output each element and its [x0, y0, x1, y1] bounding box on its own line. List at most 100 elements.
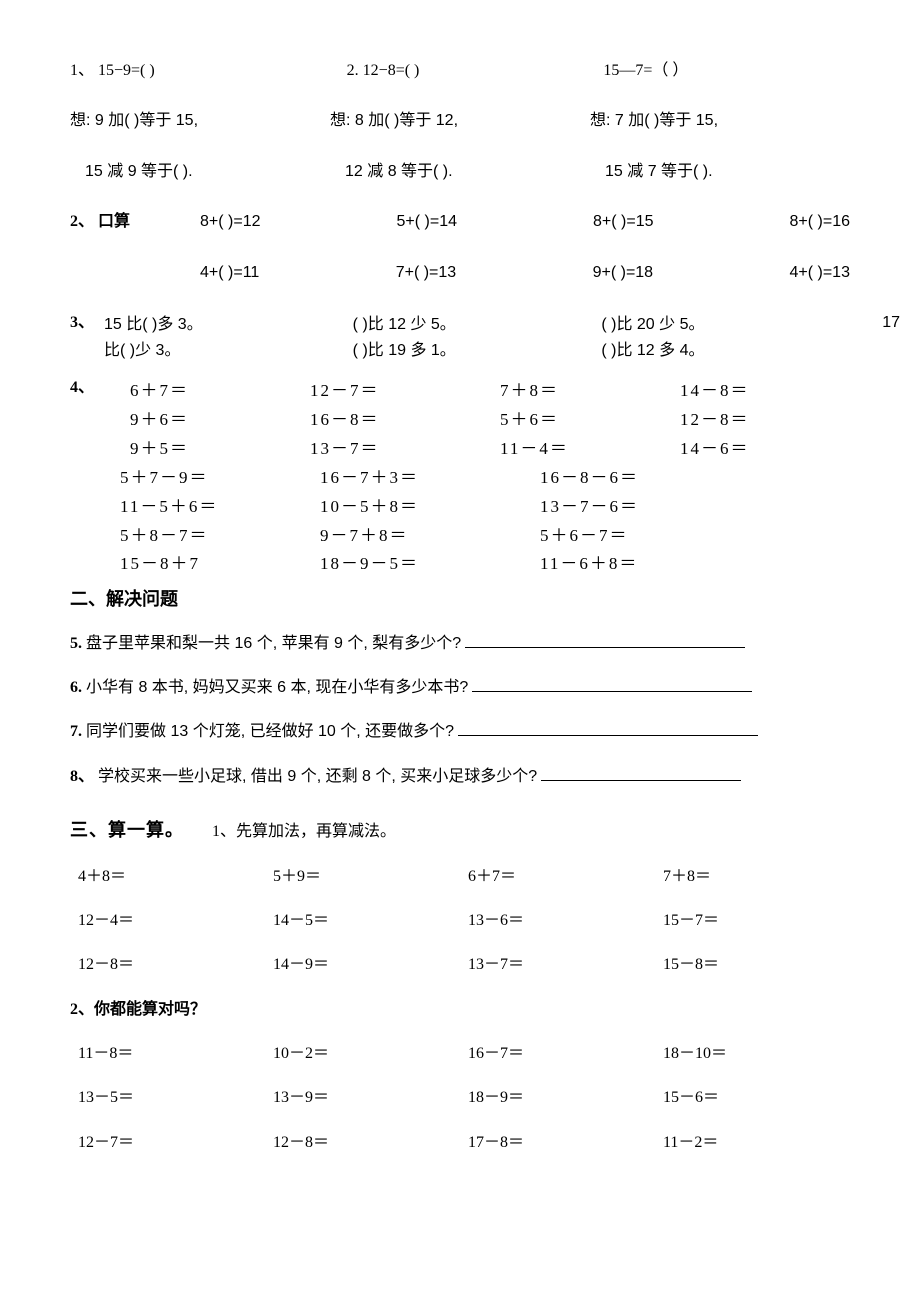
q2-r1c4: 8+( )=16	[790, 211, 850, 233]
q2-r1c2: 5+( )=14	[397, 211, 457, 233]
q3-r1c3: ( )比 20 少 5。	[601, 312, 850, 338]
q4-row: 5＋8－7＝9－7＋8＝5＋6－7＝	[120, 522, 850, 551]
q4-head: 4、	[70, 377, 120, 579]
q4-cell: 14－6＝	[680, 435, 850, 464]
q3-block: 3、 15 比( )多 3。 ( )比 12 少 5。 ( )比 20 少 5。…	[70, 312, 850, 363]
q1-thinks: 想: 9 加( )等于 15, 想: 8 加( )等于 12, 想: 7 加( …	[70, 110, 850, 132]
q2-r2c3: 9+( )=18	[593, 262, 653, 284]
q1b-prompt: 2. 12−8=( )	[317, 60, 594, 82]
q4-cell: 5＋8－7＝	[120, 522, 320, 551]
q4-row: 5＋7－9＝16－7＋3＝16－8－6＝	[120, 464, 850, 493]
q1a-eq: 15 减 9 等于( ).	[70, 161, 330, 183]
q3-hang-17: 17	[882, 312, 900, 334]
q4-cell: 10－5＋8＝	[320, 493, 540, 522]
calc-row: 12－7＝12－8＝17－8＝11－2＝	[70, 1132, 850, 1154]
q4-cell: 16－8－6＝	[540, 464, 850, 493]
q4-row: 9＋6＝16－8＝5＋6＝12－8＝	[120, 406, 850, 435]
q3-r2c2: ( )比 19 多 1。	[353, 338, 602, 364]
q4-row: 9＋5＝13－7＝11－4＝14－6＝	[120, 435, 850, 464]
q4-cell: 16－8＝	[310, 406, 500, 435]
calc-cell: 14－5＝	[265, 910, 460, 932]
q3-r1c1: 15 比( )多 3。	[104, 312, 353, 338]
q1c-prompt: 15―7=（ ）	[593, 60, 850, 82]
q1-eqs: 15 减 9 等于( ). 12 减 8 等于( ). 15 减 7 等于( )…	[70, 161, 850, 183]
section3-sub1: 1、先算加法，再算减法。	[212, 821, 396, 843]
q1a-prompt: 1、 15−9=( )	[70, 60, 317, 82]
q2-row1: 2、 口算 8+( )=12 5+( )=14 8+( )=15 8+( )=1…	[70, 211, 850, 233]
q8: 8、 学校买来一些小足球, 借出 9 个, 还剩 8 个, 买来小足球多少个?	[70, 766, 850, 788]
q4-cell: 13－7－6＝	[540, 493, 850, 522]
q3-r2c3: ( )比 12 多 4。	[601, 338, 850, 364]
q3-r2c1: 比( )少 3。	[104, 338, 353, 364]
q4-row: 15－8＋718－9－5＝11－6＋8＝	[120, 550, 850, 579]
calc-cell: 18－10＝	[655, 1043, 850, 1065]
q4-cell: 12－8＝	[680, 406, 850, 435]
q4-cell: 9＋5＝	[120, 435, 310, 464]
q4-row: 6＋7＝12－7＝7＋8＝14－8＝	[120, 377, 850, 406]
calc-row: 13－5＝13－9＝18－9＝15－6＝	[70, 1087, 850, 1109]
q5: 5. 盘子里苹果和梨一共 16 个, 苹果有 9 个, 梨有多少个?	[70, 633, 850, 655]
q4-block: 4、 6＋7＝12－7＝7＋8＝14－8＝9＋6＝16－8＝5＋6＝12－8＝9…	[70, 377, 850, 579]
q4-row: 11－5＋6＝10－5＋8＝13－7－6＝	[120, 493, 850, 522]
q4-cell: 12－7＝	[310, 377, 500, 406]
calc-cell: 18－9＝	[460, 1087, 655, 1109]
calc-cell: 12－8＝	[70, 954, 265, 976]
q1b-eq: 12 减 8 等于( ).	[330, 161, 590, 183]
calc-cell: 10－2＝	[265, 1043, 460, 1065]
q4-cell: 6＋7＝	[120, 377, 310, 406]
q2-r2c4: 4+( )=13	[789, 262, 849, 284]
calc-cell: 12－7＝	[70, 1132, 265, 1154]
calc-cell: 15－8＝	[655, 954, 850, 976]
calc-cell: 13－9＝	[265, 1087, 460, 1109]
section2-heading: 二、解决问题	[70, 587, 850, 612]
calc-cell: 15－6＝	[655, 1087, 850, 1109]
calc-cell: 17－8＝	[460, 1132, 655, 1154]
q2-head: 2、 口算	[70, 211, 200, 233]
q6-answer-line	[472, 691, 752, 692]
calc-cell: 5＋9＝	[265, 866, 460, 888]
calc-cell: 15－7＝	[655, 910, 850, 932]
q7-answer-line	[458, 735, 758, 736]
q1c-think: 想: 7 加( )等于 15,	[590, 110, 850, 132]
q4-cell: 15－8＋7	[120, 550, 320, 579]
q1c-eq: 15 减 7 等于( ).	[590, 161, 850, 183]
section3-grid2: 11－8＝10－2＝16－7＝18－10＝13－5＝13－9＝18－9＝15－6…	[70, 1043, 850, 1154]
calc-row: 12－8＝14－9＝13－7＝15－8＝	[70, 954, 850, 976]
q2-r2c2: 7+( )=13	[396, 262, 456, 284]
q4-cell: 11－5＋6＝	[120, 493, 320, 522]
section3-sub2: 2、你都能算对吗？	[70, 999, 850, 1021]
q1a-think: 想: 9 加( )等于 15,	[70, 110, 330, 132]
q4-cell: 9－7＋8＝	[320, 522, 540, 551]
q2-row2: 4+( )=11 7+( )=13 9+( )=18 4+( )=13	[70, 262, 850, 284]
q1b-think: 想: 8 加( )等于 12,	[330, 110, 590, 132]
calc-row: 4＋8＝5＋9＝6＋7＝7＋8＝	[70, 866, 850, 888]
q3-r1c2: ( )比 12 少 5。	[353, 312, 602, 338]
q4-cell: 5＋6＝	[500, 406, 680, 435]
calc-cell: 4＋8＝	[70, 866, 265, 888]
q5-answer-line	[465, 647, 745, 648]
q4-cell: 13－7＝	[310, 435, 500, 464]
calc-cell: 12－4＝	[70, 910, 265, 932]
q4-cell: 5＋6－7＝	[540, 522, 850, 551]
q4-cell: 7＋8＝	[500, 377, 680, 406]
section3-heading: 三、算一算。	[70, 818, 184, 843]
calc-cell: 12－8＝	[265, 1132, 460, 1154]
calc-cell: 13－7＝	[460, 954, 655, 976]
q1-prompts: 1、 15−9=( ) 2. 12−8=( ) 15―7=（ ）	[70, 60, 850, 82]
calc-cell: 11－2＝	[655, 1132, 850, 1154]
q4-cell: 16－7＋3＝	[320, 464, 540, 493]
calc-cell: 6＋7＝	[460, 866, 655, 888]
calc-row: 12－4＝14－5＝13－6＝15－7＝	[70, 910, 850, 932]
q8-answer-line	[541, 780, 741, 781]
q7: 7. 同学们要做 13 个灯笼, 已经做好 10 个, 还要做多个?	[70, 721, 850, 743]
q4-cell: 14－8＝	[680, 377, 850, 406]
q2-r2c1: 4+( )=11	[200, 262, 259, 284]
section3-header: 三、算一算。 1、先算加法，再算减法。	[70, 818, 850, 843]
q4-cell: 11－4＝	[500, 435, 680, 464]
q6: 6. 小华有 8 本书, 妈妈又买来 6 本, 现在小华有多少本书?	[70, 677, 850, 699]
q2-r1c1: 8+( )=12	[200, 211, 260, 233]
q4-cell: 11－6＋8＝	[540, 550, 850, 579]
calc-cell: 11－8＝	[70, 1043, 265, 1065]
calc-cell: 13－6＝	[460, 910, 655, 932]
q4-cell: 5＋7－9＝	[120, 464, 320, 493]
